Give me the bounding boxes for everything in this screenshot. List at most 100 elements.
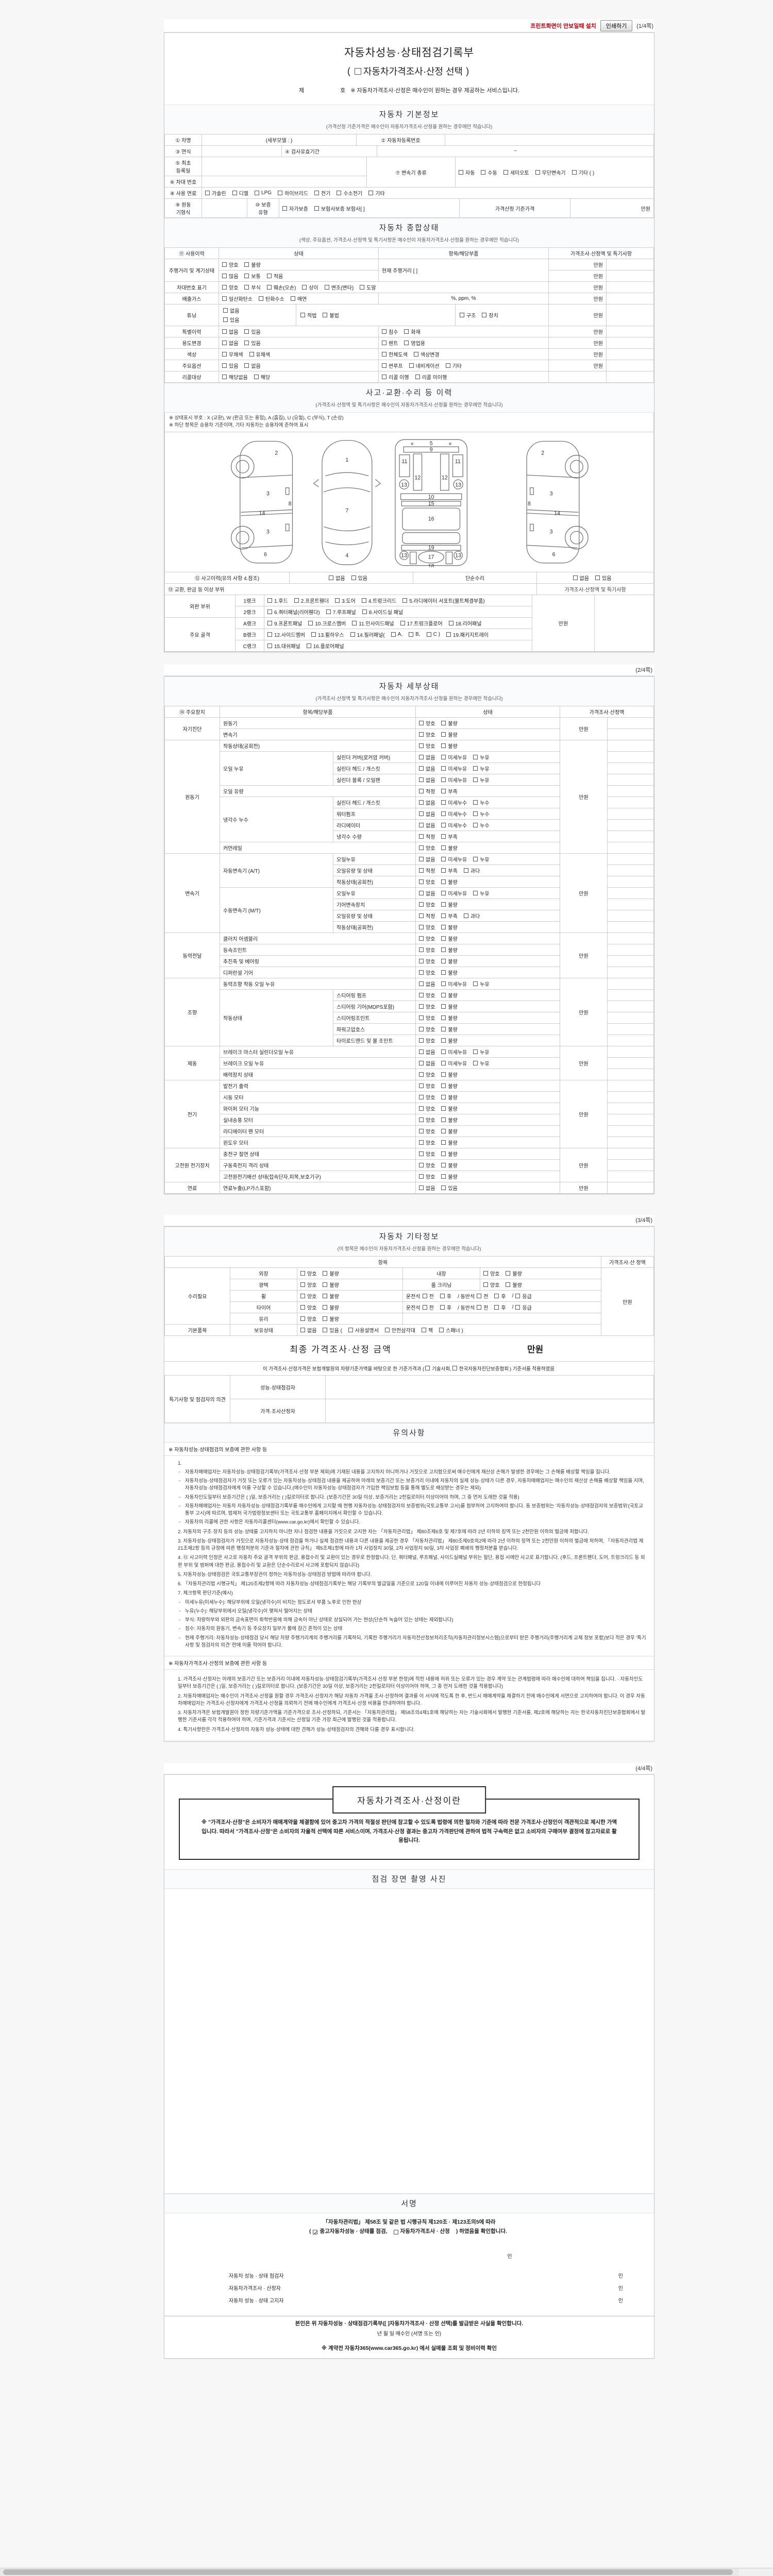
- checkbox-option[interactable]: 잭: [421, 1326, 433, 1334]
- checkbox-option[interactable]: 양호: [300, 1292, 316, 1300]
- checkbox-icon[interactable]: [441, 754, 446, 759]
- checkbox-icon[interactable]: [267, 598, 272, 603]
- note-cell[interactable]: [607, 943, 654, 956]
- checkbox-option[interactable]: 후: [494, 1303, 506, 1311]
- checkbox-icon[interactable]: [222, 329, 227, 334]
- note-cell[interactable]: [607, 796, 654, 808]
- checkbox-option[interactable]: 화재: [404, 328, 421, 335]
- checkbox-icon[interactable]: [463, 913, 468, 918]
- checkbox-option[interactable]: 2.프론트휀더: [294, 597, 329, 604]
- checkbox-icon[interactable]: [244, 274, 249, 278]
- checkbox-icon[interactable]: [419, 1072, 424, 1077]
- checkbox-icon[interactable]: [244, 341, 249, 345]
- checkbox-icon[interactable]: [409, 363, 414, 368]
- checkbox-icon[interactable]: [244, 262, 249, 267]
- checkbox-icon[interactable]: [324, 285, 329, 290]
- checkbox-option[interactable]: 안전삼각대: [384, 1326, 415, 1334]
- checkbox-icon[interactable]: [595, 575, 600, 580]
- checkbox-option[interactable]: 17.트렁크플로어: [400, 619, 443, 627]
- note-cell[interactable]: [607, 864, 654, 876]
- checkbox-option[interactable]: 중고자동차성능 · 상태를 점검,: [313, 2227, 388, 2238]
- checkbox-icon[interactable]: [441, 868, 446, 873]
- note-cell[interactable]: [607, 909, 654, 922]
- checkbox-option[interactable]: 미세누수: [441, 799, 467, 806]
- checkbox-icon[interactable]: [419, 879, 424, 884]
- checkbox-icon[interactable]: [419, 970, 424, 975]
- checkbox-option[interactable]: 양호: [419, 1116, 435, 1124]
- checkbox-option[interactable]: 도말: [360, 283, 376, 291]
- checkbox-option[interactable]: 15.대쉬패널: [267, 642, 300, 650]
- checkbox-icon[interactable]: [441, 1094, 446, 1099]
- checkbox-icon[interactable]: [278, 191, 283, 195]
- checkbox-option[interactable]: 14.필러패널(: [350, 631, 385, 638]
- checkbox-icon[interactable]: [244, 285, 249, 290]
- checkbox-option[interactable]: 많음: [222, 272, 238, 280]
- checkbox-icon[interactable]: [441, 811, 446, 816]
- checkbox-option[interactable]: 침수: [382, 328, 398, 335]
- checkbox-option[interactable]: 불량: [441, 991, 458, 999]
- checkbox-option[interactable]: 양호: [419, 1003, 435, 1010]
- scrollbar-thumb[interactable]: [3, 2569, 733, 2575]
- checkbox-option[interactable]: 16.플로어패널: [306, 642, 344, 650]
- checkbox-icon[interactable]: [323, 1293, 328, 1298]
- note-cell[interactable]: [606, 270, 654, 282]
- checkbox-icon[interactable]: [473, 1060, 478, 1065]
- checkbox-icon[interactable]: [419, 1038, 424, 1043]
- checkbox-icon[interactable]: [266, 285, 272, 290]
- note-cell[interactable]: [606, 281, 654, 293]
- checkbox-icon[interactable]: [441, 743, 446, 748]
- checkbox-icon[interactable]: [306, 643, 311, 648]
- checkbox-option[interactable]: 양호: [419, 1093, 435, 1101]
- note-cell[interactable]: [606, 337, 654, 349]
- checkbox-icon[interactable]: [222, 262, 227, 267]
- checkbox-option[interactable]: 미세누유: [441, 855, 467, 863]
- note-cell[interactable]: [607, 898, 654, 910]
- checkbox-icon[interactable]: [362, 609, 367, 614]
- checkbox-option[interactable]: 누수: [473, 821, 490, 829]
- checkbox-icon[interactable]: [441, 981, 446, 986]
- checkbox-option[interactable]: 적정: [419, 833, 435, 840]
- checkbox-option[interactable]: 불량: [506, 1281, 522, 1289]
- checkbox-option[interactable]: 7.루프패널: [326, 608, 356, 616]
- checkbox-icon[interactable]: [441, 1060, 446, 1065]
- note-cell[interactable]: [607, 785, 654, 797]
- checkbox-option[interactable]: 없음: [419, 1184, 435, 1192]
- checkbox-option[interactable]: 불량: [441, 957, 458, 965]
- checkbox-icon[interactable]: [441, 732, 446, 737]
- checkbox-icon[interactable]: [419, 947, 424, 952]
- checkbox-icon[interactable]: [441, 958, 446, 963]
- checkbox-option[interactable]: 네비게이션: [409, 362, 440, 369]
- checkbox-option[interactable]: 리콜 미이행: [415, 373, 447, 381]
- note-cell[interactable]: [607, 1079, 654, 1092]
- checkbox-option[interactable]: 양호: [419, 742, 435, 750]
- checkbox-option[interactable]: 불량: [441, 1161, 458, 1169]
- checkbox-icon[interactable]: [419, 1162, 424, 1167]
- checkbox-icon[interactable]: [300, 1316, 305, 1321]
- checkbox-icon[interactable]: [441, 1140, 446, 1145]
- checkbox-icon[interactable]: [249, 352, 254, 357]
- checkbox-icon[interactable]: [382, 341, 386, 345]
- checkbox-icon[interactable]: [441, 1151, 446, 1156]
- checkbox-icon[interactable]: [314, 206, 319, 211]
- checkbox-icon[interactable]: [361, 598, 366, 603]
- checkbox-icon[interactable]: [222, 296, 227, 301]
- checkbox-icon[interactable]: [244, 363, 249, 368]
- checkbox-option[interactable]: 양호: [300, 1303, 316, 1311]
- checkbox-icon[interactable]: [477, 1293, 482, 1298]
- checkbox-icon[interactable]: [419, 811, 424, 816]
- note-cell[interactable]: [607, 1136, 654, 1148]
- checkbox-option[interactable]: 있음: [595, 574, 611, 582]
- checkbox-option[interactable]: 양호: [419, 957, 435, 965]
- checkbox-icon[interactable]: [515, 1293, 520, 1298]
- checkbox-option[interactable]: 누유: [473, 765, 490, 772]
- checkbox-icon[interactable]: [441, 1072, 446, 1077]
- checkbox-icon[interactable]: [473, 754, 478, 759]
- checkbox-option[interactable]: 미세누유: [441, 776, 467, 784]
- checkbox-option[interactable]: 없음: [329, 574, 345, 582]
- checkbox-icon[interactable]: [441, 856, 446, 861]
- checkbox-option[interactable]: 적정: [419, 787, 435, 795]
- checkbox-icon[interactable]: [419, 743, 424, 748]
- checkbox-icon[interactable]: [419, 800, 424, 805]
- checkbox-option[interactable]: 없음: [419, 776, 435, 784]
- checkbox-option[interactable]: 디젤: [232, 189, 248, 197]
